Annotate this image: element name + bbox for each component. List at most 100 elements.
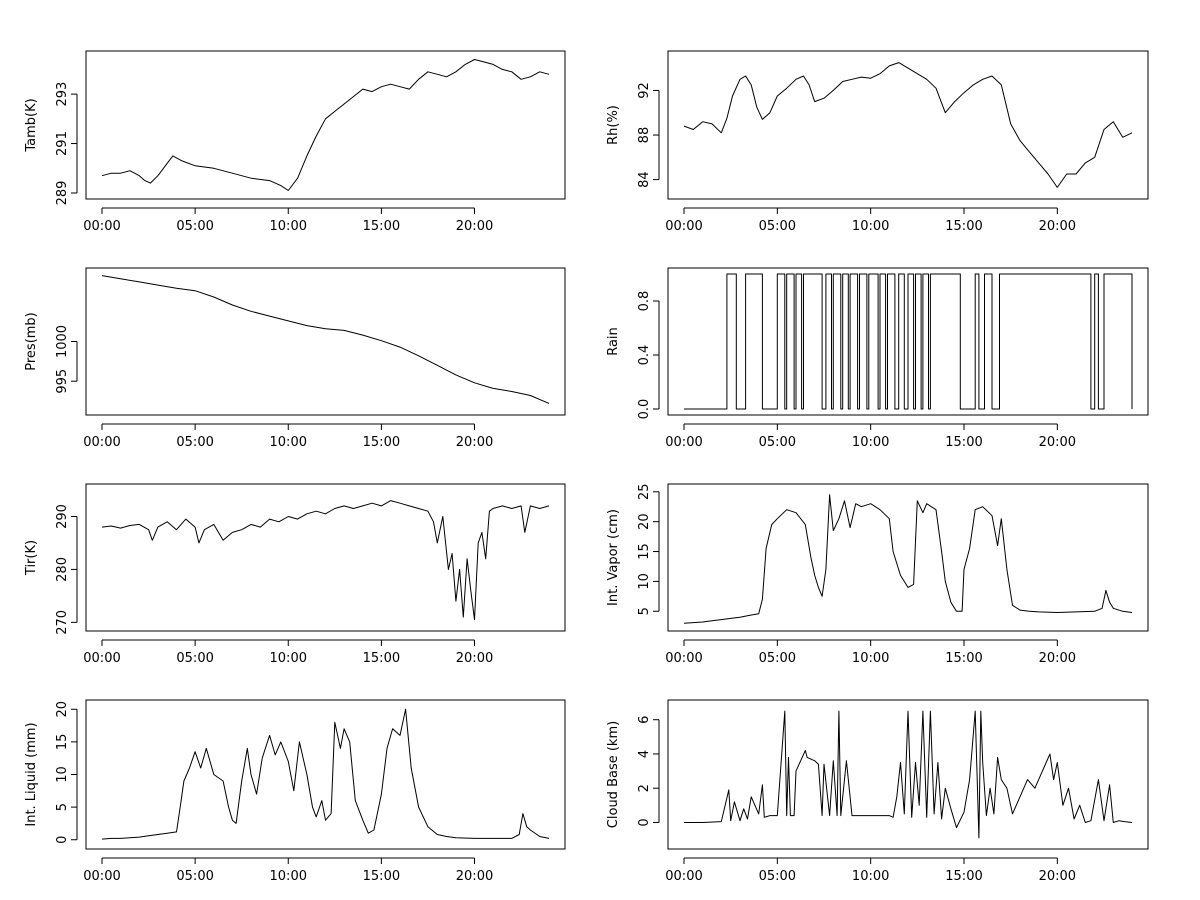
y-tick-label: 270 — [55, 610, 70, 635]
data-series-line — [683, 62, 1133, 188]
y-tick-label: 2 — [637, 784, 652, 792]
y-tick-label: 25 — [637, 484, 652, 501]
x-tick-label: 00:00 — [665, 435, 702, 450]
y-axis-label: Int. Liquid (mm) — [24, 722, 39, 826]
x-tick-label: 15:00 — [363, 651, 400, 666]
x-tick-label: 20:00 — [1039, 435, 1076, 450]
x-tick-label: 10:00 — [270, 651, 307, 666]
chart-panel: 00:00 05:00 10:00 15:00 20:00 0 2 4 6 Cloud Base … — [606, 699, 1149, 884]
chart-panel: 00:00 05:00 10:00 15:00 20:00 995 1000 Pres(mb) — [24, 267, 566, 450]
y-tick-label: 20 — [55, 701, 70, 718]
y-tick-label: 0 — [55, 836, 70, 844]
x-tick-label: 20:00 — [456, 435, 493, 450]
y-tick-label: 20 — [637, 513, 652, 530]
plot-frame — [667, 267, 1149, 416]
y-axis-label: Tir(K) — [24, 540, 39, 576]
y-tick-label: 15 — [55, 734, 70, 751]
chart-panel: 00:00 05:00 10:00 15:00 20:00 270 280 290 Tir(K) — [24, 483, 566, 666]
x-tick-label: 00:00 — [83, 651, 120, 666]
x-tick-label: 15:00 — [945, 219, 982, 234]
y-tick-label: 92 — [637, 82, 652, 99]
x-tick-label: 20:00 — [1039, 219, 1076, 234]
y-tick-label: 10 — [637, 573, 652, 590]
x-tick-label: 20:00 — [1039, 869, 1076, 884]
plot-frame — [85, 267, 566, 416]
x-tick-label: 10:00 — [852, 435, 889, 450]
data-series-line — [683, 494, 1133, 624]
y-axis-label: Tamb(K) — [24, 98, 39, 152]
x-tick-label: 20:00 — [1039, 651, 1076, 666]
x-tick-label: 10:00 — [852, 869, 889, 884]
y-tick-label: 0.8 — [637, 291, 652, 312]
y-tick-label: 5 — [55, 803, 70, 811]
x-tick-label: 20:00 — [456, 869, 493, 884]
plot-frame — [85, 483, 566, 632]
plot-frame — [85, 699, 566, 850]
chart-panel: 00:00 05:00 10:00 15:00 20:00 0.0 0.4 0.8 Rain — [606, 267, 1149, 450]
x-tick-label: 05:00 — [176, 219, 213, 234]
x-tick-label: 15:00 — [363, 435, 400, 450]
x-tick-label: 05:00 — [176, 651, 213, 666]
y-axis-label: Rh(%) — [606, 105, 621, 145]
plot-frame — [85, 50, 566, 200]
x-tick-label: 00:00 — [665, 219, 702, 234]
x-tick-label: 00:00 — [83, 869, 120, 884]
x-tick-label: 05:00 — [759, 651, 796, 666]
x-tick-label: 00:00 — [665, 651, 702, 666]
y-tick-label: 289 — [55, 181, 70, 206]
y-tick-label: 6 — [637, 716, 652, 724]
y-tick-label: 84 — [637, 171, 652, 188]
x-tick-label: 05:00 — [759, 219, 796, 234]
data-series-line — [684, 710, 1133, 839]
chart-panel: 00:00 05:00 10:00 15:00 20:00 289 291 293 Tamb(K… — [24, 50, 566, 234]
x-tick-label: 10:00 — [270, 435, 307, 450]
x-tick-label: 05:00 — [759, 435, 796, 450]
y-axis-label: Int. Vapor (cm) — [606, 509, 621, 606]
y-axis-label: Cloud Base (km) — [606, 721, 621, 828]
y-tick-label: 280 — [55, 557, 70, 582]
x-tick-label: 15:00 — [363, 869, 400, 884]
plot-frame — [667, 699, 1149, 850]
plot-frame — [667, 483, 1149, 632]
y-tick-label: 290 — [55, 504, 70, 529]
x-tick-label: 20:00 — [456, 651, 493, 666]
x-tick-label: 10:00 — [852, 219, 889, 234]
y-tick-label: 88 — [637, 127, 652, 144]
x-tick-label: 20:00 — [456, 219, 493, 234]
y-tick-label: 15 — [637, 543, 652, 560]
y-tick-label: 0.4 — [637, 345, 652, 366]
x-tick-label: 10:00 — [270, 219, 307, 234]
data-series-line — [101, 500, 550, 621]
y-tick-label: 4 — [637, 750, 652, 758]
x-tick-label: 00:00 — [83, 435, 120, 450]
plot-frame — [667, 50, 1149, 200]
y-tick-label: 0.0 — [637, 399, 652, 420]
y-tick-label: 10 — [55, 766, 70, 783]
x-tick-label: 15:00 — [945, 651, 982, 666]
data-series-line — [101, 708, 550, 840]
chart-panel: 00:00 05:00 10:00 15:00 20:00 84 88 92 Rh(%) — [606, 50, 1149, 234]
y-tick-label: 995 — [55, 369, 70, 394]
x-tick-label: 05:00 — [759, 869, 796, 884]
x-tick-label: 05:00 — [176, 869, 213, 884]
x-tick-label: 05:00 — [176, 435, 213, 450]
x-tick-label: 15:00 — [945, 435, 982, 450]
y-axis-label: Pres(mb) — [24, 312, 39, 371]
data-series-line — [101, 275, 550, 404]
x-tick-label: 00:00 — [665, 869, 702, 884]
data-series-line — [101, 59, 550, 191]
x-tick-label: 15:00 — [363, 219, 400, 234]
x-tick-label: 15:00 — [945, 869, 982, 884]
data-series-line — [684, 273, 1133, 410]
x-tick-label: 10:00 — [852, 651, 889, 666]
chart-panel: 00:00 05:00 10:00 15:00 20:00 5 10 15 20 25 Int. V… — [606, 483, 1149, 666]
x-tick-label: 00:00 — [83, 219, 120, 234]
y-axis-label: Rain — [606, 327, 621, 356]
y-tick-label: 1000 — [55, 325, 70, 358]
y-tick-label: 293 — [55, 82, 70, 107]
y-tick-label: 291 — [55, 131, 70, 156]
y-tick-label: 5 — [637, 607, 652, 615]
chart-panel: 00:00 05:00 10:00 15:00 20:00 0 5 10 15 20 Int. Li… — [24, 699, 566, 884]
y-tick-label: 0 — [637, 818, 652, 826]
